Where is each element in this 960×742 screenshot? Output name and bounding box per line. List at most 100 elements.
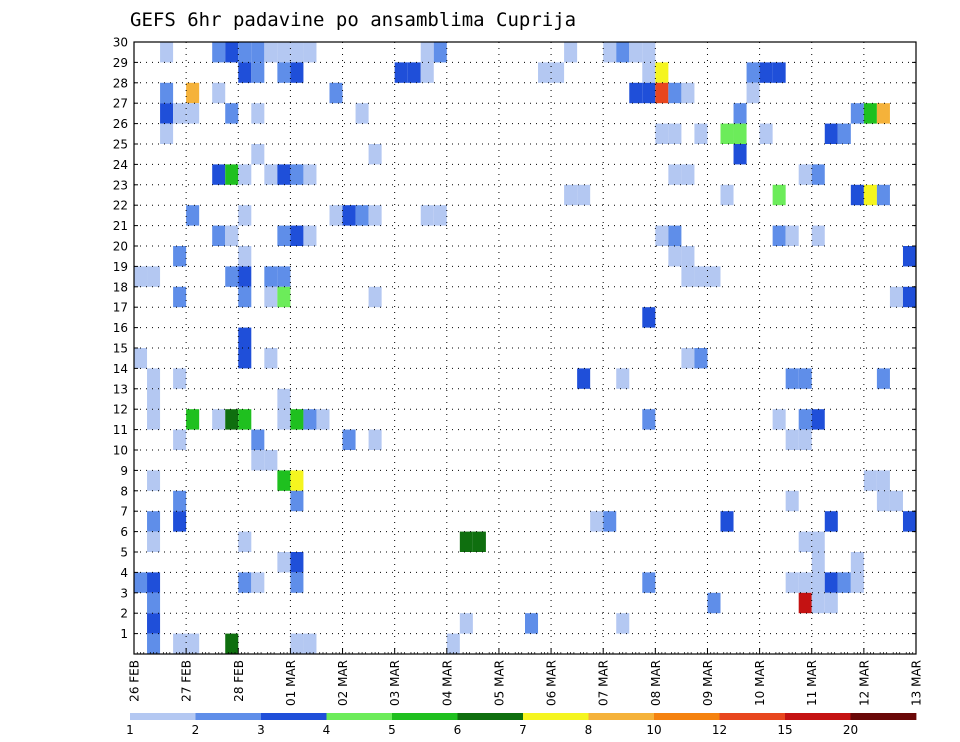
precip-cell: [772, 62, 786, 83]
precip-cell: [329, 82, 343, 104]
colorbar-label: 10: [646, 723, 661, 737]
precip-cell: [824, 511, 838, 532]
precip-cell: [173, 511, 187, 532]
precip-cell: [264, 266, 278, 287]
precip-cell: [681, 266, 695, 287]
colorbar-swatch: [195, 713, 262, 720]
colorbar-label: 1: [126, 723, 134, 737]
precip-cell: [746, 62, 760, 83]
precip-cell: [707, 266, 721, 287]
precip-cell: [277, 470, 291, 491]
precip-cell: [147, 368, 161, 389]
precip-cell: [616, 613, 630, 634]
colorbar-swatch: [588, 713, 655, 720]
precip-cell: [876, 490, 890, 512]
precip-cell: [264, 164, 278, 185]
precip-cell: [642, 82, 656, 104]
precip-cell: [681, 246, 695, 267]
colorbar-swatch: [457, 713, 524, 720]
precip-cell: [355, 205, 369, 226]
x-tick-label: 05 MAR: [492, 660, 506, 706]
precip-cell: [290, 470, 304, 491]
precip-cell: [290, 225, 304, 246]
precip-cell: [264, 450, 278, 471]
y-tick-label: 5: [120, 546, 128, 560]
precip-cell: [420, 42, 434, 63]
precip-cell: [186, 409, 200, 430]
precip-cell: [694, 266, 708, 287]
y-tick-label: 23: [113, 178, 128, 192]
precip-cell: [863, 184, 877, 206]
precip-cell: [147, 388, 161, 410]
y-tick-label: 29: [113, 56, 128, 70]
precip-cell: [173, 368, 187, 389]
precip-cell: [798, 164, 812, 185]
precip-cell: [694, 123, 708, 144]
precip-cell: [798, 429, 812, 450]
precip-cell: [785, 490, 799, 512]
precip-cell: [277, 62, 291, 83]
colorbar-swatch: [523, 713, 589, 720]
precip-cell: [668, 164, 682, 185]
precip-cell: [238, 266, 252, 287]
colorbar-swatch: [654, 713, 720, 720]
precip-cell: [147, 592, 161, 614]
precip-cell: [160, 103, 174, 124]
precip-cell: [629, 42, 643, 63]
precip-cell: [225, 42, 239, 63]
precip-cell: [147, 409, 161, 430]
precip-cell: [850, 103, 864, 124]
precip-cell: [707, 592, 721, 614]
precip-cell: [238, 62, 252, 83]
precip-cell: [459, 531, 473, 552]
precip-cell: [251, 450, 265, 471]
precip-cell: [642, 572, 656, 593]
precip-cell: [629, 82, 643, 104]
y-tick-label: 12: [113, 403, 128, 417]
precip-cell: [564, 184, 578, 206]
precip-cell: [720, 184, 734, 206]
cells-layer: [134, 42, 916, 654]
x-tick-label: 28 FEB: [232, 660, 246, 702]
precip-cell: [368, 429, 382, 450]
colorbar-label: 3: [257, 723, 265, 737]
colorbar-swatch: [719, 713, 786, 720]
y-tick-label: 17: [113, 301, 128, 315]
precip-cell: [238, 205, 252, 226]
x-tick-label: 10 MAR: [753, 660, 767, 706]
precip-cell: [173, 103, 187, 124]
precip-cell: [147, 633, 161, 654]
precip-cell: [277, 266, 291, 287]
y-tick-label: 20: [113, 240, 128, 254]
precip-cell: [290, 633, 304, 654]
colorbar-label: 4: [323, 723, 331, 737]
precip-cell: [876, 103, 890, 124]
colorbar-label: 15: [777, 723, 792, 737]
precip-cell: [277, 225, 291, 246]
precip-cell: [147, 511, 161, 532]
precip-cell: [368, 144, 382, 165]
precip-cell: [420, 205, 434, 226]
y-tick-label: 24: [113, 158, 128, 172]
precip-cell: [681, 348, 695, 369]
x-tick-label: 08 MAR: [649, 660, 663, 706]
precip-cell: [329, 205, 343, 226]
precip-cell: [459, 613, 473, 634]
precip-cell: [772, 184, 786, 206]
precip-cell: [472, 531, 486, 552]
precip-cell: [720, 511, 734, 532]
precip-cell: [876, 470, 890, 491]
precip-cell: [355, 103, 369, 124]
precip-cell: [850, 552, 864, 573]
y-tick-label: 26: [113, 117, 128, 131]
x-tick-label: 02 MAR: [336, 660, 350, 706]
precip-cell: [238, 327, 252, 348]
precip-cell: [173, 633, 187, 654]
y-tick-label: 27: [113, 97, 128, 111]
precip-cell: [212, 409, 226, 430]
y-tick-label: 11: [113, 423, 128, 437]
chart-title: GEFS 6hr padavine po ansamblima Cuprija: [130, 9, 576, 31]
precip-cell: [694, 348, 708, 369]
precip-cell: [277, 42, 291, 63]
